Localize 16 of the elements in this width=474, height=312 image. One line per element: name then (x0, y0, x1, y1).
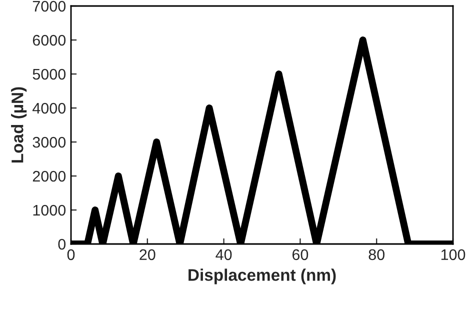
x-tick-label: 20 (140, 249, 156, 260)
x-tick-label: 80 (368, 249, 384, 260)
y-tick-label: 5000 (32, 68, 66, 80)
y-axis-title: Load (µN) (11, 87, 27, 162)
x-axis-title: Displacement (nm) (188, 268, 336, 284)
y-tick-label: 6000 (32, 34, 66, 46)
y-tick-label: 0 (58, 238, 66, 250)
x-tick-label: 0 (67, 249, 75, 260)
x-tick-label: 60 (292, 249, 308, 260)
y-tick-label: 7000 (32, 0, 66, 12)
y-tick-label: 1000 (33, 204, 66, 216)
y-tick-label: 2000 (32, 170, 66, 182)
x-tick-label: 40 (216, 249, 232, 260)
y-tick-label: 4000 (32, 102, 66, 114)
y-tick-label: 3000 (32, 136, 66, 148)
x-tick-label: 100 (441, 249, 466, 260)
